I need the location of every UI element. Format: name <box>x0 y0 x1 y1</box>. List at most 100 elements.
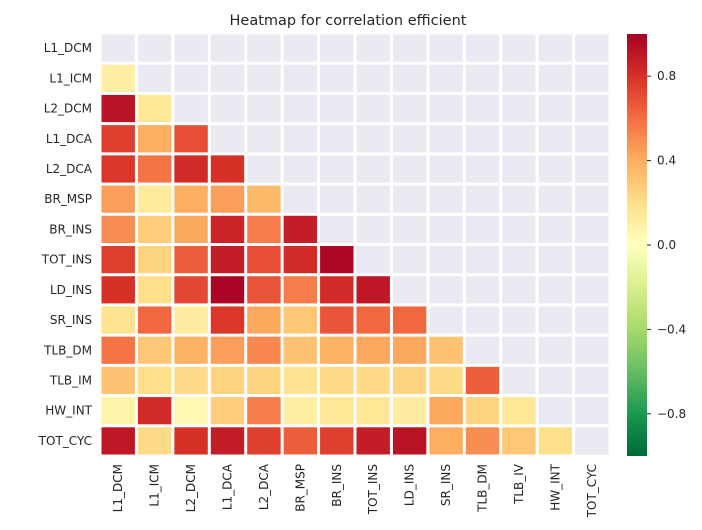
heatmap-cell <box>210 306 245 334</box>
masked-cell <box>429 306 463 334</box>
y-tick-label: HW_INT <box>45 404 92 418</box>
heatmap-cell <box>283 215 318 243</box>
masked-cell <box>502 94 536 123</box>
heatmap-cell <box>392 366 427 395</box>
heatmap-cell <box>320 397 354 425</box>
heatmap-cell <box>137 246 172 274</box>
masked-cell <box>356 125 390 153</box>
y-tick-label: TOT_CYC <box>38 434 92 448</box>
heatmap-cell <box>174 366 208 395</box>
heatmap-cell <box>247 397 281 425</box>
heatmap-cell <box>101 366 135 395</box>
colorbar-tick-label: 0.0 <box>657 238 676 252</box>
masked-cell <box>575 34 609 62</box>
masked-cell <box>575 246 609 274</box>
masked-cell <box>465 276 500 304</box>
masked-cell <box>283 94 318 123</box>
heatmap-cell <box>429 397 463 425</box>
masked-cell <box>392 64 427 92</box>
heatmap-cell <box>320 427 354 455</box>
colorbar-tick-label: −0.8 <box>657 407 686 421</box>
x-tick-label: L1_ICM <box>148 464 162 507</box>
masked-cell <box>538 34 573 62</box>
masked-cell <box>283 64 318 92</box>
masked-cell <box>392 34 427 62</box>
masked-cell <box>392 185 427 213</box>
heatmap-cell <box>174 397 208 425</box>
heatmap-cell <box>174 336 208 364</box>
masked-cell <box>465 34 500 62</box>
heatmap-cell <box>210 246 245 274</box>
heatmap-cell <box>283 246 318 274</box>
heatmap-cell <box>247 276 281 304</box>
masked-cell <box>502 64 536 92</box>
masked-cell <box>575 125 609 153</box>
masked-cell <box>247 94 281 123</box>
heatmap-cell <box>137 94 172 123</box>
masked-cell <box>538 155 573 183</box>
colorbar <box>627 34 647 456</box>
x-tick-label: HW_INT <box>548 463 562 510</box>
heatmap-cell <box>320 336 354 364</box>
heatmap-cell <box>101 215 135 243</box>
masked-cell <box>429 64 463 92</box>
heatmap-cell <box>247 215 281 243</box>
masked-cell <box>429 155 463 183</box>
masked-cell <box>429 246 463 274</box>
heatmap-cell <box>137 366 172 395</box>
masked-cell <box>356 185 390 213</box>
heatmap-cell <box>247 366 281 395</box>
masked-cell <box>465 246 500 274</box>
masked-cell <box>247 155 281 183</box>
heatmap-cell <box>465 366 500 395</box>
x-tick-label: L1_DCA <box>221 463 235 510</box>
heatmap-cell <box>210 366 245 395</box>
masked-cell <box>575 366 609 395</box>
heatmap-cell <box>429 427 463 455</box>
masked-cell <box>356 94 390 123</box>
masked-cell <box>502 34 536 62</box>
masked-cell <box>392 215 427 243</box>
masked-cell <box>429 215 463 243</box>
heatmap-cell <box>356 397 390 425</box>
masked-cell <box>538 366 573 395</box>
masked-cell <box>320 155 354 183</box>
heatmap-cell <box>392 397 427 425</box>
x-tick-label: SR_INS <box>439 464 453 506</box>
heatmap-cell <box>210 155 245 183</box>
heatmap-cell <box>174 427 208 455</box>
masked-cell <box>538 64 573 92</box>
heatmap-cell <box>137 397 172 425</box>
masked-cell <box>320 125 354 153</box>
y-tick-label: TLB_IM <box>49 373 92 387</box>
heatmap-cell <box>320 366 354 395</box>
heatmap-cell <box>356 306 390 334</box>
masked-cell <box>575 185 609 213</box>
masked-cell <box>429 125 463 153</box>
masked-cell <box>429 185 463 213</box>
masked-cell <box>210 125 245 153</box>
heatmap-cell <box>137 276 172 304</box>
heatmap-cell <box>283 276 318 304</box>
masked-cell <box>174 94 208 123</box>
y-tick-label: BR_INS <box>49 222 92 236</box>
x-tick-label: TOT_CYC <box>585 464 599 518</box>
x-tick-label: BR_MSP <box>293 464 307 512</box>
heatmap-cell <box>101 246 135 274</box>
masked-cell <box>210 94 245 123</box>
heatmap-cell <box>174 215 208 243</box>
heatmap-cell <box>210 215 245 243</box>
masked-cell <box>356 34 390 62</box>
masked-cell <box>320 94 354 123</box>
heatmap-cell <box>101 64 135 92</box>
masked-cell <box>502 366 536 395</box>
masked-cell <box>465 125 500 153</box>
masked-cell <box>502 185 536 213</box>
masked-cell <box>429 94 463 123</box>
heatmap-cell <box>356 427 390 455</box>
heatmap-cell <box>465 427 500 455</box>
masked-cell <box>575 306 609 334</box>
masked-cell <box>210 34 245 62</box>
masked-cell <box>502 306 536 334</box>
masked-cell <box>538 185 573 213</box>
